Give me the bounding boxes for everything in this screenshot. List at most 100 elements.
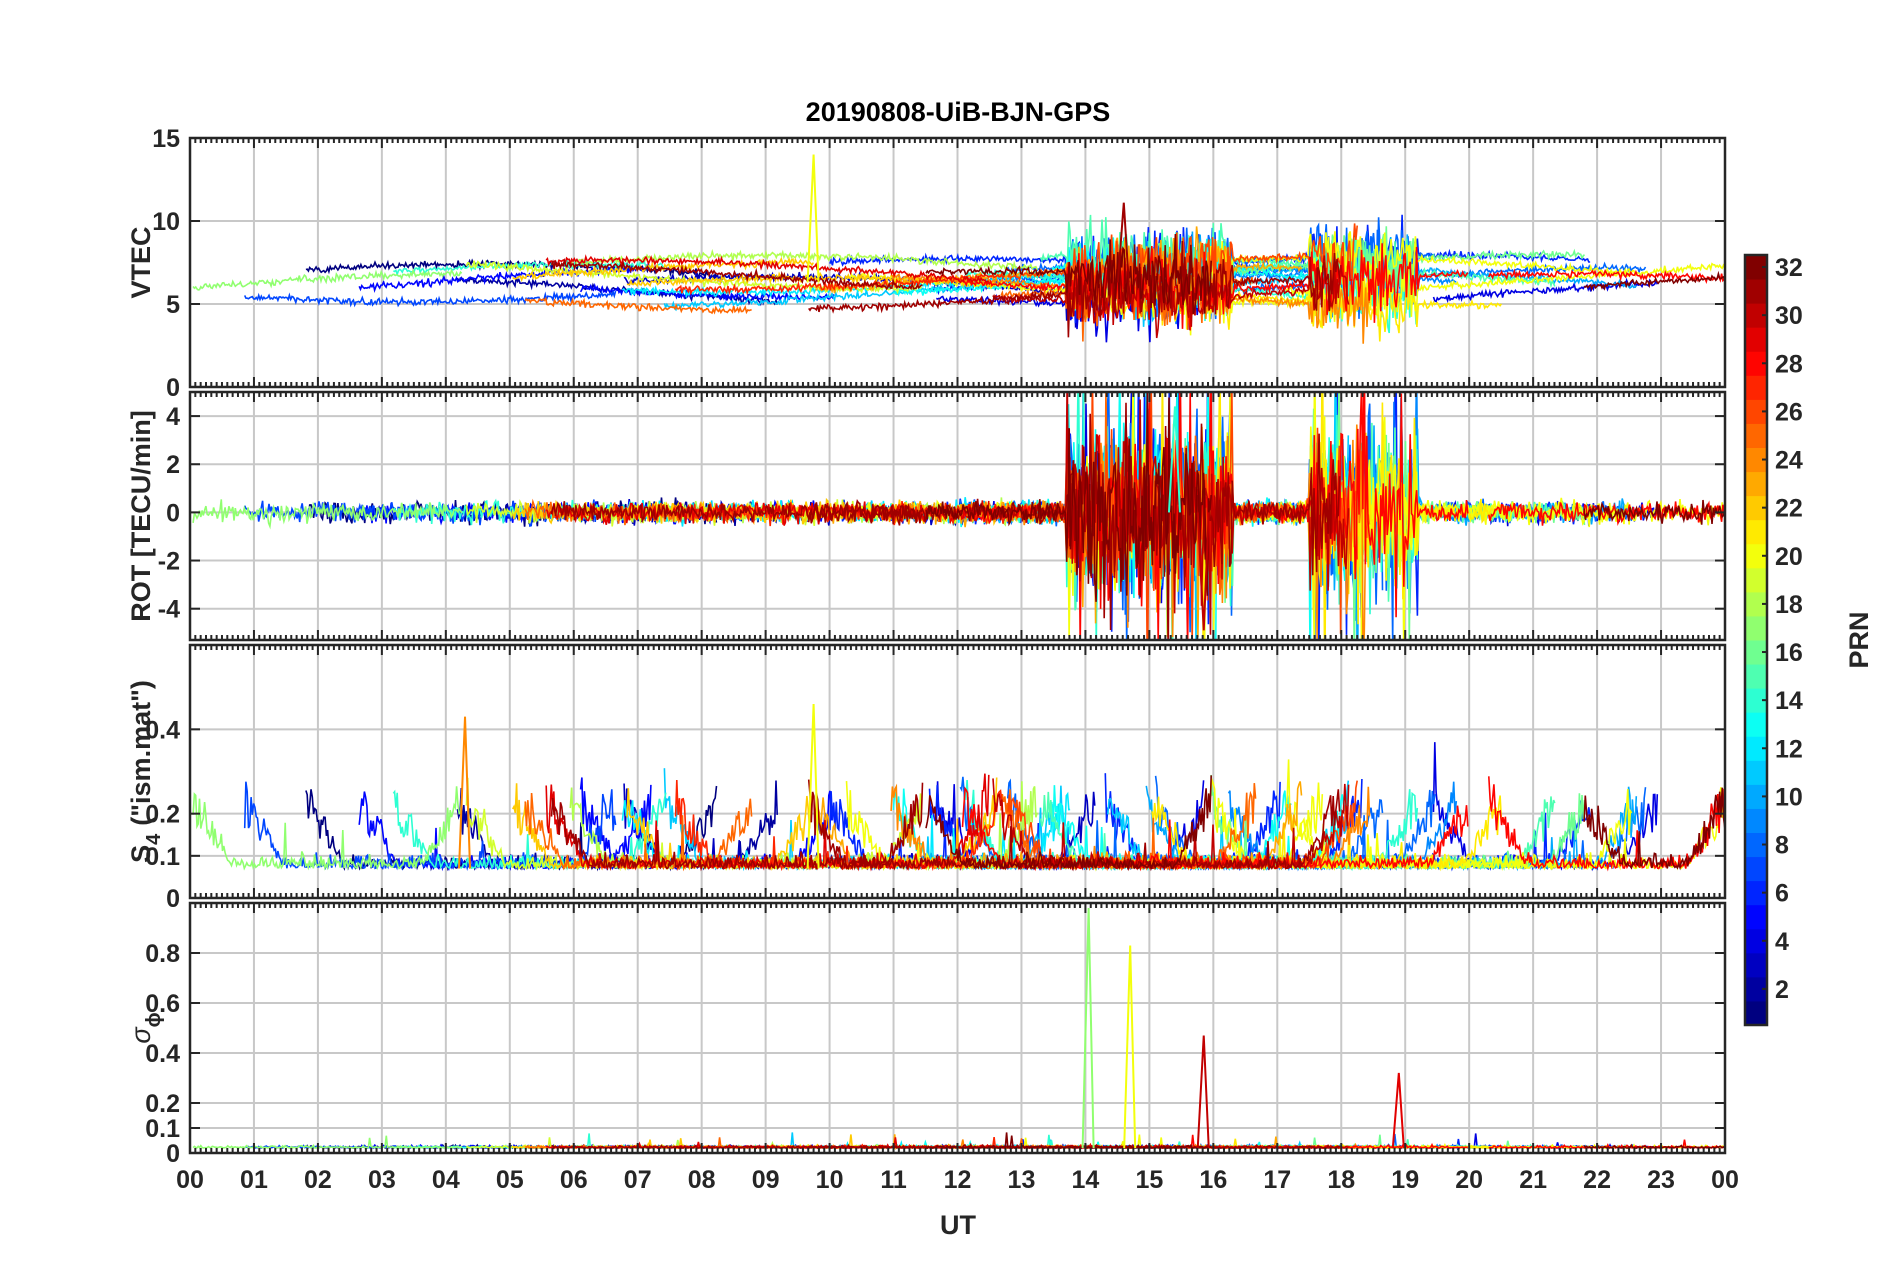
- colorbar-tick-label: 2: [1775, 976, 1789, 1004]
- x-tick-label: 23: [1647, 1166, 1675, 1194]
- series-prn-32: [925, 392, 1212, 602]
- series-prn-18: [569, 248, 1038, 271]
- x-tick-label: 17: [1263, 1166, 1291, 1194]
- series-prn-28: [1488, 776, 1725, 872]
- series-prn-31: [550, 498, 924, 526]
- series-prn-31: [550, 257, 923, 291]
- colorbar-segment: [1745, 375, 1767, 400]
- y-tick-label: 0.6: [145, 990, 180, 1018]
- colorbar-tick-label: 16: [1775, 639, 1803, 667]
- series-prn-32: [1583, 787, 1725, 871]
- colorbar-segment: [1745, 615, 1767, 641]
- series-prn-29: [545, 254, 989, 284]
- colorbar-segment: [1745, 351, 1767, 376]
- x-tick-label: 11: [880, 1166, 907, 1194]
- series-prn-16: [1210, 226, 1586, 302]
- x-tick-label: 08: [688, 1166, 716, 1194]
- panel-1-ylabel: VTEC: [126, 226, 156, 298]
- colorbar-segment: [1745, 760, 1767, 785]
- series-prn-14: [393, 258, 667, 277]
- colorbar-segment: [1745, 640, 1767, 665]
- colorbar-segment: [1745, 327, 1767, 352]
- x-tick-label: 20: [1455, 1166, 1483, 1194]
- spike-prn-20: [806, 703, 820, 869]
- y-tick-label: 0.4: [145, 716, 180, 744]
- x-tick-label: 04: [432, 1166, 460, 1194]
- colorbar-tick-label: 28: [1775, 350, 1803, 378]
- series-prn-32: [925, 233, 1212, 315]
- panel-4: 00.10.2 0.4 0.6 0.8 σϕ 00 01 02 03 04 05 06 07 08 09 10…: [126, 901, 1739, 1194]
- colorbar-tick-label: 14: [1775, 687, 1803, 715]
- colorbar-tick-label: 30: [1775, 302, 1803, 330]
- series-prn-28: [1488, 268, 1725, 285]
- colorbar-segment: [1745, 399, 1767, 424]
- colorbar-segment: [1745, 952, 1767, 978]
- colorbar-tick-label: 32: [1775, 254, 1803, 282]
- x-axis-label: UT: [940, 1210, 976, 1240]
- colorbar-tick-label: 24: [1775, 447, 1803, 475]
- series-prn-7: [243, 289, 617, 308]
- panel-2-series: [192, 392, 1725, 640]
- x-tick-label: 13: [1008, 1166, 1036, 1194]
- y-tick-label: 0.4: [145, 1040, 180, 1068]
- x-tick-label: 15: [1135, 1166, 1163, 1194]
- colorbar-segment: [1745, 976, 1767, 1002]
- series-prn-31: [807, 402, 1341, 640]
- y-tick-label: 15: [152, 125, 180, 153]
- x-tick-label: 10: [816, 1166, 844, 1194]
- y-tick-label: 0.2: [145, 1090, 180, 1118]
- series-prn-32: [925, 775, 1212, 872]
- colorbar-tick-label: 18: [1775, 591, 1803, 619]
- series-prn-31: [550, 782, 924, 872]
- series-prn-3: [623, 260, 1096, 328]
- spike-prn-31: [1116, 202, 1130, 283]
- panel-1-series: [192, 154, 1725, 344]
- x-tick-label: 03: [368, 1166, 396, 1194]
- y-tick-label: 2: [166, 451, 180, 479]
- series-prn-25: [524, 296, 752, 315]
- panel-4-series: [192, 907, 1725, 1151]
- colorbar-segment: [1745, 688, 1767, 713]
- spike-prn-17: [1081, 907, 1095, 1149]
- x-tick-label: 22: [1583, 1166, 1611, 1194]
- colorbar-segment: [1745, 784, 1767, 809]
- colorbar-segment: [1745, 423, 1767, 448]
- colorbar-segment: [1745, 904, 1767, 930]
- series-prn-32: [1583, 1143, 1725, 1150]
- y-tick-label: 0: [166, 1140, 180, 1168]
- y-tick-label: -2: [158, 548, 180, 576]
- colorbar-segment: [1745, 880, 1767, 906]
- y-tick-label: -4: [158, 596, 180, 624]
- y-tick-label: 0.1: [145, 843, 180, 871]
- colorbar-segment: [1745, 519, 1767, 545]
- y-tick-label: 5: [166, 291, 180, 319]
- series-prn-17: [192, 499, 463, 530]
- colorbar-segment: [1745, 832, 1767, 858]
- spike-prn-14: [1167, 406, 1181, 513]
- colorbar-segment: [1745, 736, 1767, 761]
- y-tick-label: 0.1: [145, 1115, 180, 1143]
- spike-prn-20: [1123, 945, 1137, 1149]
- x-tick-label: 09: [752, 1166, 780, 1194]
- panel-3-series: [192, 703, 1725, 872]
- colorbar-segment: [1745, 447, 1767, 473]
- x-tick-label: 00: [176, 1166, 204, 1194]
- x-tick-label: 19: [1391, 1166, 1419, 1194]
- colorbar-tick-label: 22: [1775, 495, 1803, 523]
- series-prn-32: [925, 1132, 1212, 1150]
- colorbar-segment: [1745, 712, 1767, 737]
- panel-4-ylabel: σϕ: [126, 1012, 165, 1043]
- x-tick-label: 00: [1711, 1166, 1739, 1194]
- y-tick-label: 0: [166, 499, 180, 527]
- colorbar-segment: [1745, 303, 1767, 328]
- colorbar-segment: [1745, 1000, 1767, 1026]
- colorbar-label: PRN: [1844, 611, 1874, 668]
- x-tick-label: 14: [1072, 1166, 1100, 1194]
- series-prn-32: [1584, 270, 1725, 292]
- colorbar-segment: [1745, 567, 1767, 593]
- panel-2-ylabel: ROT [TECU/min]: [126, 410, 156, 621]
- panel-2: -4 -2 0 2 4 ROT [TECU/min]: [126, 390, 1727, 642]
- series-prn-17: [192, 1135, 463, 1150]
